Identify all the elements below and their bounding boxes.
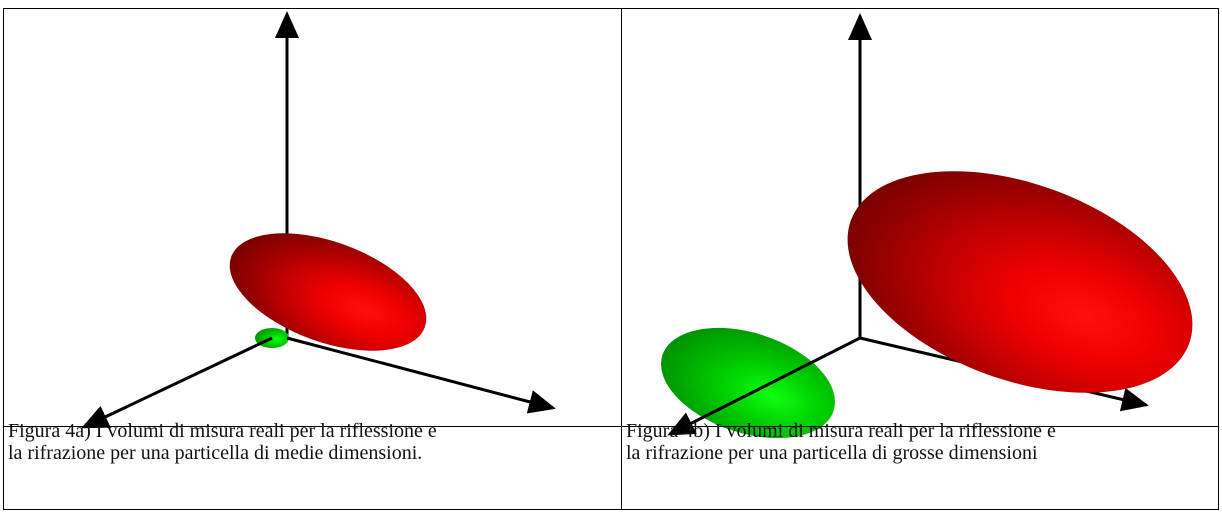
cell-divider <box>621 9 622 509</box>
caption: Figura 4a) I volumi di misura reali per … <box>8 420 437 464</box>
caption-line: la rifrazione per una particella di gros… <box>626 442 1056 464</box>
caption-line: la rifrazione per una particella di medi… <box>8 442 437 464</box>
caption-line: Figura 4a) I volumi di misura reali per … <box>8 420 437 442</box>
caption-line: Figura 4b) I volumi di misura reali per … <box>626 420 1056 442</box>
caption: Figura 4b) I volumi di misura reali per … <box>626 420 1056 464</box>
page: Figura 4a) I volumi di misura reali per … <box>0 0 1222 512</box>
